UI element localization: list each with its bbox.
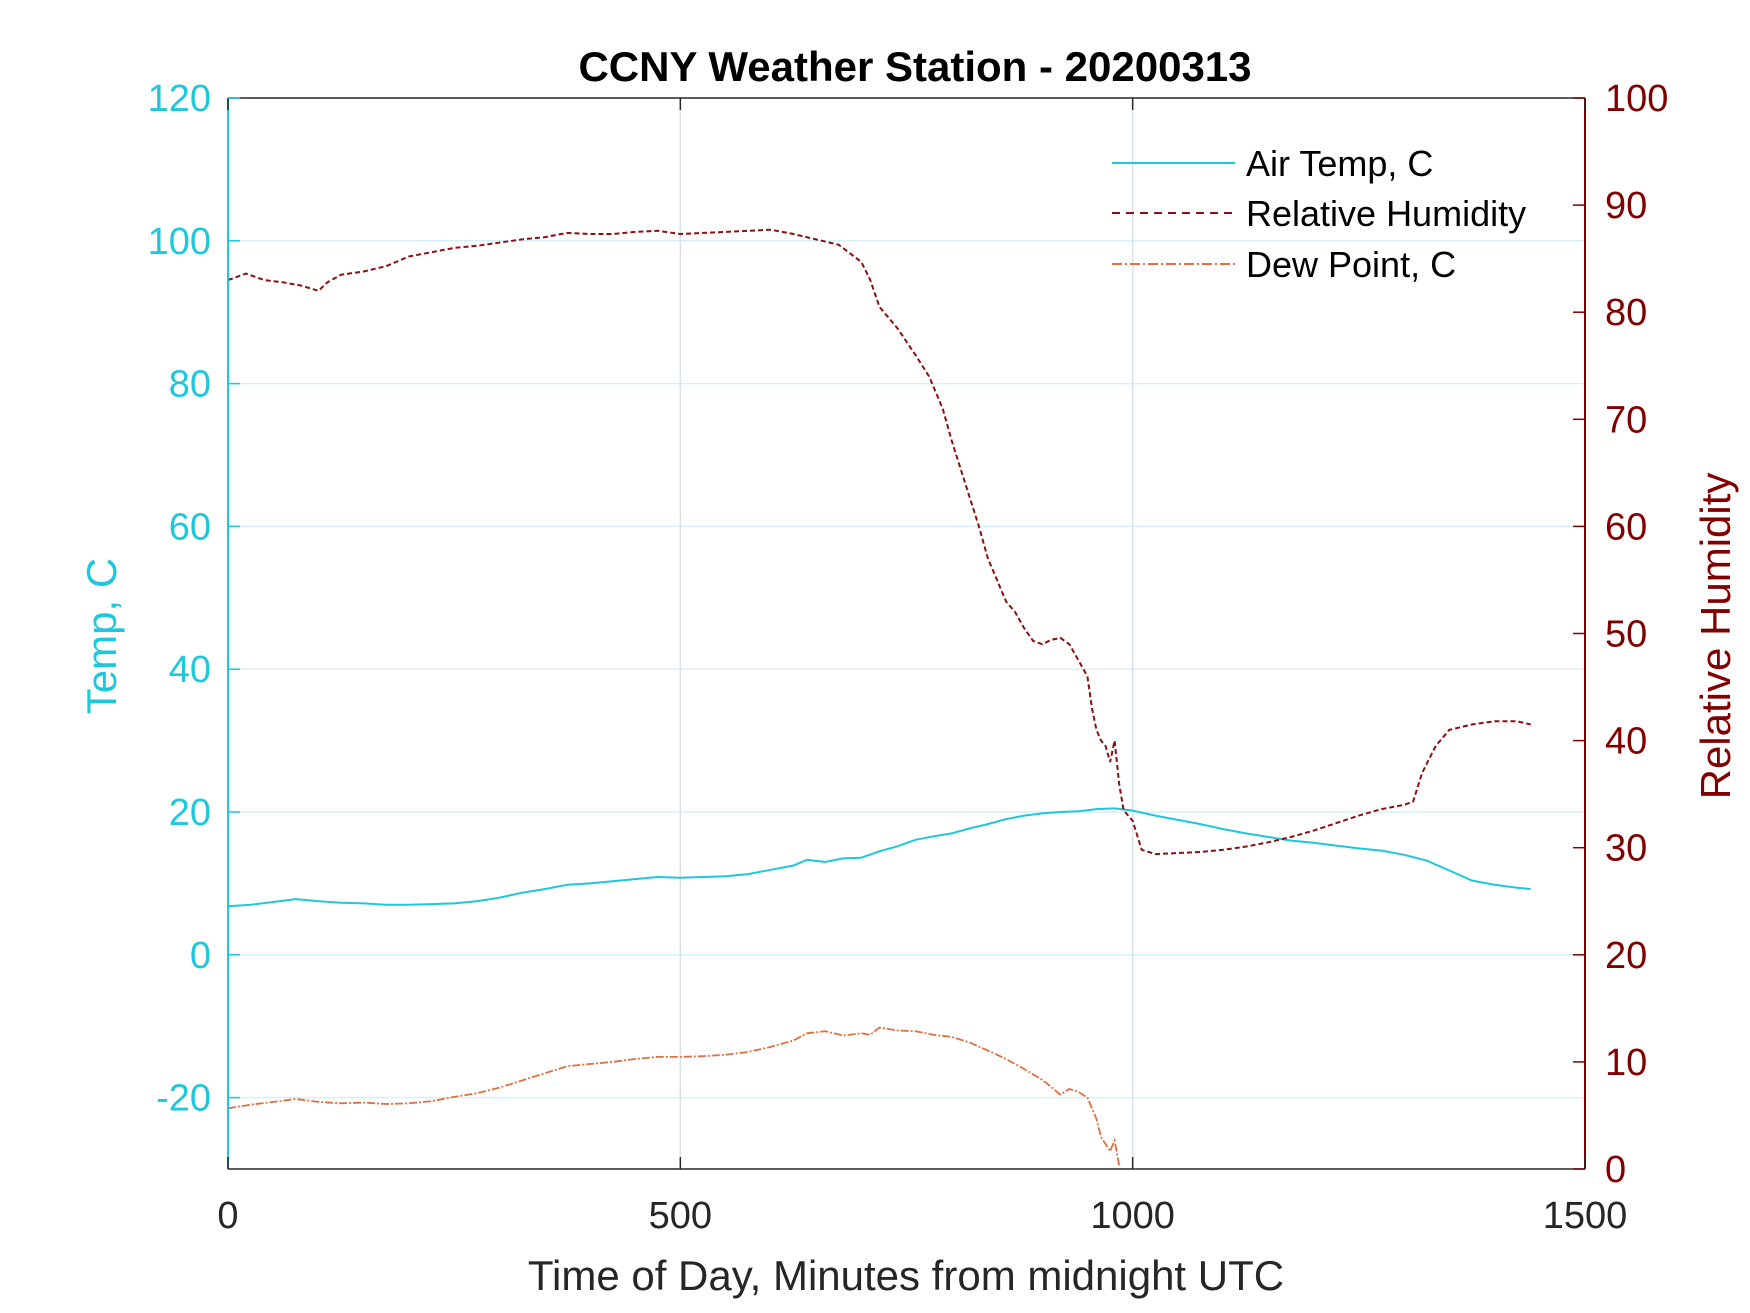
left-y-tick-label: 20	[169, 792, 211, 834]
right-y-tick-label: 30	[1605, 828, 1647, 870]
legend-label-humidity: Relative Humidity	[1246, 193, 1526, 234]
right-y-tick-label: 100	[1605, 78, 1668, 120]
tick-labels: 0 500 1000 1500 -20 0 20 40 60 80 100 120 0 10 20 30 40 5…	[148, 78, 1669, 1237]
left-y-tick-label: -20	[156, 1078, 211, 1120]
right-y-tick-label: 0	[1605, 1149, 1626, 1191]
chart-title: CCNY Weather Station - 20200313	[578, 43, 1251, 90]
legend: Air Temp, C Relative Humidity Dew Point,…	[1112, 143, 1526, 285]
x-tick-label: 500	[649, 1195, 712, 1237]
x-tick-label: 1500	[1543, 1195, 1628, 1237]
data-series	[228, 228, 1531, 1166]
right-y-axis-label: Relative Humidity	[1692, 473, 1739, 800]
x-tick-label: 0	[217, 1195, 238, 1237]
right-y-tick-label: 10	[1605, 1042, 1647, 1084]
left-y-tick-label: 0	[190, 935, 211, 977]
right-y-tick-label: 20	[1605, 935, 1647, 977]
x-axis-label: Time of Day, Minutes from midnight UTC	[528, 1252, 1284, 1299]
right-y-tick-label: 80	[1605, 292, 1647, 334]
series-line-2	[228, 1026, 1120, 1166]
right-y-tick-label: 40	[1605, 721, 1647, 763]
legend-label-dew-point: Dew Point, C	[1246, 244, 1456, 285]
series-line-1	[228, 228, 1531, 856]
x-tick-label: 1000	[1090, 1195, 1175, 1237]
right-y-tick-label: 90	[1605, 185, 1647, 227]
series-line-0	[228, 807, 1531, 908]
left-y-axis-label: Temp, C	[78, 558, 125, 714]
legend-label-air-temp: Air Temp, C	[1246, 143, 1433, 184]
axes	[227, 97, 1586, 1170]
left-y-tick-label: 80	[169, 364, 211, 406]
right-y-tick-label: 50	[1605, 614, 1647, 656]
left-y-tick-label: 60	[169, 506, 211, 548]
right-y-tick-label: 60	[1605, 506, 1647, 548]
left-y-tick-label: 120	[148, 78, 211, 120]
right-y-tick-label: 70	[1605, 399, 1647, 441]
left-y-tick-label: 40	[169, 649, 211, 691]
left-y-tick-label: 100	[148, 221, 211, 263]
